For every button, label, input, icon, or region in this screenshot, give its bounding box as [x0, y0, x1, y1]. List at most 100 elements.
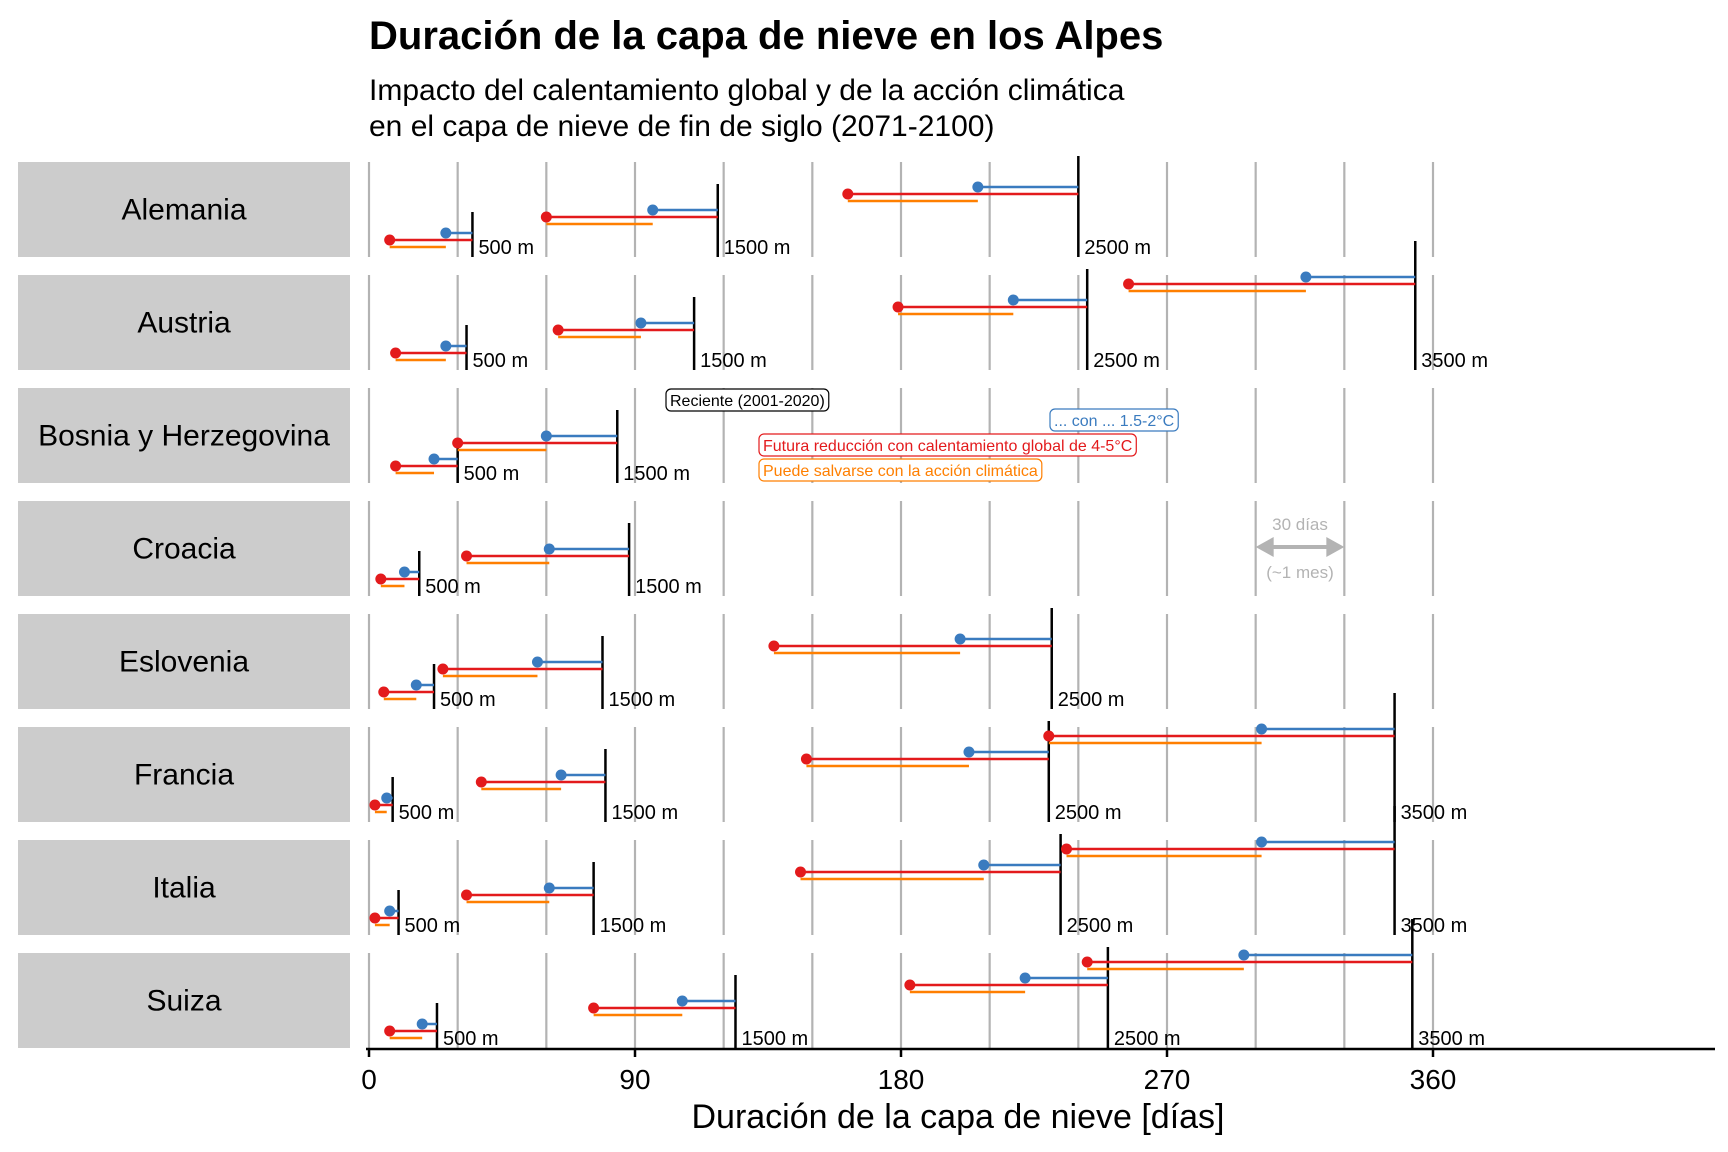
altitude-label: 1500 m [741, 1028, 808, 1050]
strip-label: Croacia [132, 533, 236, 566]
warming-4-5-point [1123, 278, 1135, 290]
strip-label: Alemania [121, 194, 246, 227]
warming-1-5-2-point [1256, 723, 1268, 735]
altitude-label: 2500 m [1093, 350, 1160, 372]
x-tick-label: 360 [1410, 1064, 1457, 1095]
panel-3: Croacia 500 m 1500 m [18, 501, 1435, 598]
strip-background [18, 614, 350, 709]
warming-1-5-2-point [1300, 271, 1312, 283]
warming-4-5-point [1081, 956, 1093, 968]
panel-0: Alemania 500 m 1500 m 2500 m [18, 156, 1435, 259]
warming-1-5-2-point [676, 995, 688, 1007]
warming-1-5-2-point [635, 317, 647, 329]
altitude-label: 1500 m [608, 689, 675, 711]
warming-4-5-point [1043, 730, 1055, 742]
chart-title: Duración de la capa de nieve en los Alpe… [369, 14, 1163, 58]
warming-4-5-point [461, 550, 473, 562]
warming-1-5-2-point [543, 543, 555, 555]
strip-background [18, 727, 350, 822]
warming-1-5-2-point [440, 227, 452, 239]
warming-4-5-point [475, 776, 487, 788]
warming-1-5-2-point [972, 181, 984, 193]
warming-1-5-2-point [954, 633, 966, 645]
altitude-label: 3500 m [1421, 350, 1488, 372]
strip-label: Eslovenia [119, 646, 249, 679]
warming-4-5-point [1061, 843, 1073, 855]
warming-1-5-2-point [1238, 949, 1250, 961]
altitude-label: 500 m [440, 689, 496, 711]
legend-warming-1-5-2-box [1049, 408, 1179, 432]
warming-4-5-point [892, 301, 904, 313]
altitude-label: 500 m [399, 802, 455, 824]
strip-label: Suiza [146, 985, 221, 1018]
panel-5: Francia 500 m 1500 m 2500 m 3500 m [18, 693, 1467, 824]
warming-4-5-point [842, 188, 854, 200]
altitude-label: 2500 m [1114, 1028, 1181, 1050]
legend: Reciente (2001-2020) ... con ... 1.5-2°C F… [665, 388, 1179, 482]
scale-label-top: 30 días [1272, 515, 1328, 534]
warming-1-5-2-point [1256, 836, 1268, 848]
altitude-label: 3500 m [1401, 915, 1468, 937]
legend-recent-box [665, 388, 830, 412]
warming-1-5-2-point [531, 656, 543, 668]
strip-background [18, 840, 350, 935]
warming-1-5-2-point [381, 792, 393, 804]
strip-background [18, 953, 350, 1048]
strip-background [18, 162, 350, 257]
warming-4-5-point [369, 799, 381, 811]
altitude-label: 1500 m [600, 915, 667, 937]
panel-1: Austria 500 m 1500 m 2500 m 3500 m [18, 241, 1488, 372]
facet-panels: Alemania 500 m 1500 m 2500 m Austria 500 m 150… [18, 156, 1488, 1050]
altitude-label: 2500 m [1055, 802, 1122, 824]
warming-4-5-point [461, 889, 473, 901]
warming-4-5-point [452, 437, 464, 449]
panel-7: Suiza 500 m 1500 m 2500 m 3500 m [18, 919, 1485, 1050]
warming-1-5-2-point [384, 905, 396, 917]
warming-4-5-point [437, 663, 449, 675]
strip-label: Austria [137, 307, 231, 340]
strip-background [18, 275, 350, 370]
strip-background [18, 501, 350, 596]
panel-6: Italia 500 m 1500 m 2500 m 3500 m [18, 806, 1467, 937]
scale-arrow-right [1326, 537, 1345, 557]
warming-4-5-point [390, 460, 402, 472]
scale-arrow-left [1255, 537, 1274, 557]
altitude-label: 2500 m [1067, 915, 1134, 937]
altitude-label: 1500 m [635, 576, 702, 598]
x-tick-label: 180 [878, 1064, 925, 1095]
warming-1-5-2-point [416, 1018, 428, 1030]
warming-4-5-point [375, 573, 387, 585]
altitude-label: 1500 m [724, 237, 791, 259]
warming-4-5-point [795, 866, 807, 878]
altitude-label: 3500 m [1401, 802, 1468, 824]
warming-1-5-2-point [647, 204, 659, 216]
strip-label: Francia [134, 759, 234, 792]
x-tick-label: 90 [619, 1064, 650, 1095]
scale-bar: 30 días (~1 mes) [1255, 515, 1345, 582]
altitude-label: 500 m [464, 463, 520, 485]
warming-4-5-point [768, 640, 780, 652]
warming-4-5-point [378, 686, 390, 698]
legend-warming-4-5-text: Futura reducción con calentamiento globa… [763, 438, 1132, 455]
warming-4-5-point [384, 1025, 396, 1037]
chart-subtitle-line-1: Impacto del calentamiento global y de la… [369, 74, 1125, 107]
x-axis-title: Duración de la capa de nieve [días] [691, 1098, 1224, 1136]
altitude-label: 1500 m [623, 463, 690, 485]
warming-1-5-2-point [1019, 972, 1031, 984]
warming-1-5-2-point [543, 882, 555, 894]
warming-1-5-2-point [963, 746, 975, 758]
altitude-label: 500 m [405, 915, 461, 937]
altitude-label: 2500 m [1084, 237, 1151, 259]
warming-1-5-2-point [1007, 294, 1019, 306]
warming-1-5-2-point [398, 566, 410, 578]
altitude-label: 500 m [478, 237, 534, 259]
warming-4-5-point [540, 211, 552, 223]
strip-label: Italia [152, 872, 216, 905]
warming-1-5-2-point [978, 859, 990, 871]
legend-warming-1-5-2-text: ... con ... 1.5-2°C [1054, 413, 1174, 430]
warming-4-5-point [588, 1002, 600, 1014]
x-tick-label: 270 [1144, 1064, 1191, 1095]
legend-warming-4-5-box [758, 433, 1137, 457]
warming-4-5-point [800, 753, 812, 765]
